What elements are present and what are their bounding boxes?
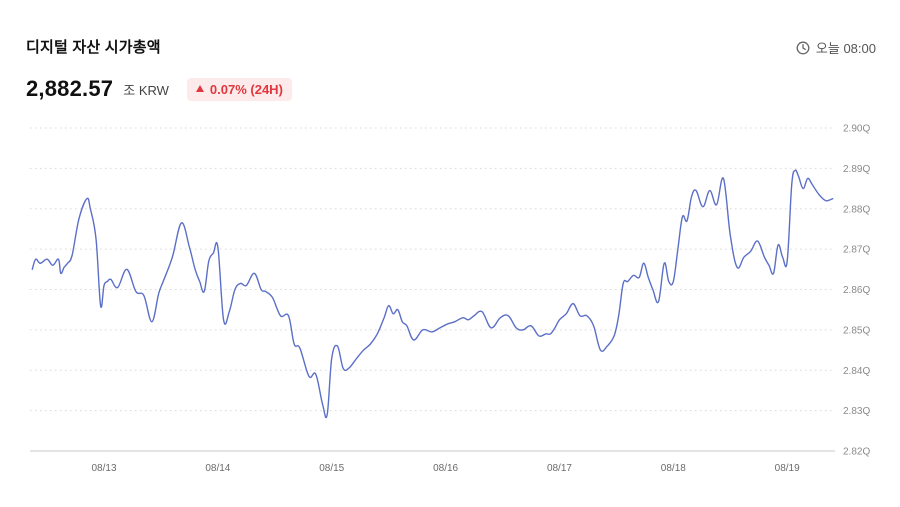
y-tick-label: 2.84Q bbox=[843, 366, 870, 377]
timestamp: 오늘 08:00 bbox=[796, 38, 876, 57]
y-tick-label: 2.82Q bbox=[843, 447, 870, 458]
triangle-up-icon bbox=[195, 84, 204, 92]
y-tick-label: 2.83Q bbox=[843, 406, 870, 417]
market-cap-value: 2,882.57 bbox=[26, 76, 114, 101]
x-tick-label: 08/19 bbox=[775, 463, 800, 474]
value-bar: 2,882.57 조 KRW 0.07% (24H) bbox=[26, 76, 292, 102]
y-tick-label: 2.87Q bbox=[843, 245, 870, 256]
x-tick-label: 08/13 bbox=[91, 463, 116, 474]
series-line bbox=[31, 169, 834, 419]
x-tick-label: 08/15 bbox=[319, 463, 344, 474]
x-tick-label: 08/14 bbox=[205, 463, 230, 474]
y-tick-label: 2.90Q bbox=[843, 124, 870, 135]
timestamp-label: 오늘 08:00 bbox=[815, 41, 876, 56]
y-tick-label: 2.85Q bbox=[843, 325, 870, 336]
x-tick-label: 08/16 bbox=[433, 463, 458, 474]
clock-icon bbox=[796, 41, 810, 54]
change-label: 0.07% (24H) bbox=[209, 81, 283, 97]
y-tick-label: 2.88Q bbox=[843, 204, 870, 215]
widget-title: 디지털 자산 시가총액 bbox=[26, 39, 161, 56]
y-tick-label: 2.86Q bbox=[843, 285, 870, 296]
x-tick-label: 08/18 bbox=[661, 463, 686, 474]
market-cap-unit: 조 KRW bbox=[123, 82, 169, 98]
change-badge: 0.07% (24H) bbox=[186, 77, 292, 101]
x-tick-label: 08/17 bbox=[547, 463, 572, 474]
y-tick-label: 2.89Q bbox=[843, 164, 870, 175]
